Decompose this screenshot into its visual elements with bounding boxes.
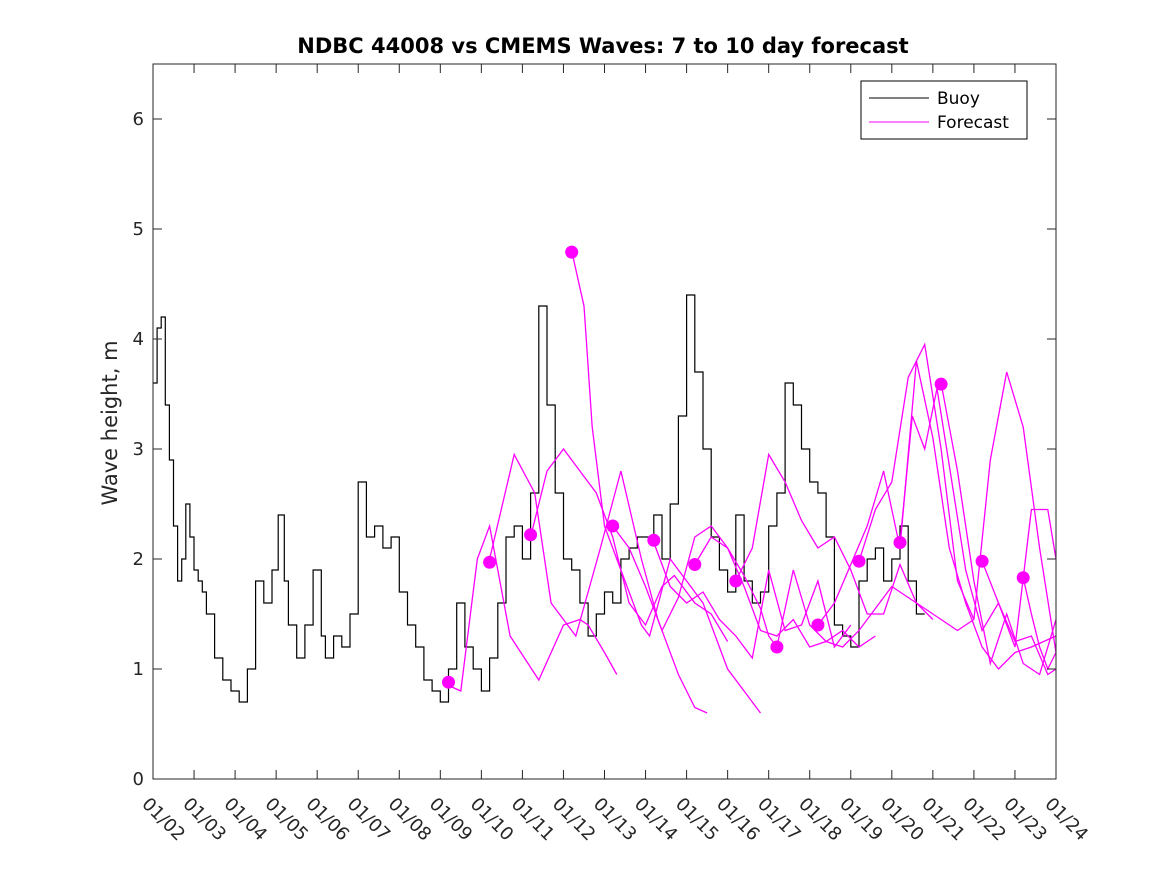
- buoy-series: [153, 294, 925, 703]
- forecast-line-12: [899, 388, 1057, 648]
- forecast-start-marker: [811, 618, 825, 632]
- y-tick-label: 6: [133, 109, 144, 130]
- chart-title: NDBC 44008 vs CMEMS Waves: 7 to 10 day f…: [297, 34, 908, 58]
- forecast-start-marker: [770, 640, 784, 654]
- forecast-start-marker: [647, 533, 661, 547]
- forecast-line-3: [529, 447, 729, 642]
- forecast-line-13: [940, 382, 1057, 676]
- x-tick-label: 01/10: [466, 794, 518, 846]
- forecast-line-5: [612, 525, 778, 648]
- y-tick-label: 2: [133, 549, 144, 570]
- forecast-line-11: [858, 342, 1057, 653]
- x-tick-label: 01/17: [753, 794, 805, 846]
- y-tick-label: 1: [133, 659, 144, 680]
- forecast-start-marker: [606, 519, 620, 533]
- x-tick-label: 01/02: [137, 794, 189, 846]
- x-tick-label: 01/16: [712, 794, 764, 846]
- x-tick-label: 01/18: [794, 794, 846, 846]
- forecast-start-marker: [688, 558, 702, 571]
- forecast-line-7: [694, 536, 876, 648]
- forecast-line-14: [981, 560, 1057, 676]
- x-tick-label: 01/22: [958, 794, 1010, 846]
- forecast-start-marker: [893, 536, 907, 549]
- x-tick-label: 01/21: [917, 794, 969, 846]
- x-tick-label: 01/03: [179, 794, 231, 846]
- forecast-start-marker: [729, 574, 743, 588]
- forecast-line-15: [1022, 577, 1057, 671]
- forecast-line-2: [488, 452, 708, 714]
- x-tick-label: 01/07: [343, 794, 395, 846]
- x-tick-label: 01/11: [507, 794, 559, 846]
- x-tick-label: 01/20: [876, 794, 928, 846]
- legend-buoy-label: Buoy: [937, 89, 980, 109]
- plot-background: [153, 64, 1056, 779]
- x-tick-label: 01/08: [384, 794, 436, 846]
- forecast-line-8: [735, 452, 934, 620]
- forecast-start-marker: [852, 554, 866, 568]
- forecast-start-marker: [1016, 571, 1030, 585]
- forecast-start-markers: [442, 245, 1030, 689]
- forecast-line-1: [448, 523, 618, 692]
- y-tick-label: 4: [133, 329, 144, 350]
- forecast-start-marker: [483, 555, 497, 569]
- legend: Buoy Forecast: [860, 80, 1028, 140]
- forecast-line-9: [776, 569, 975, 648]
- plot-area: [153, 64, 1056, 779]
- legend-forecast-label: Forecast: [937, 113, 1009, 133]
- forecast-start-marker: [524, 528, 538, 542]
- x-tick-label: 01/12: [548, 794, 600, 846]
- y-tick-label: 3: [133, 439, 144, 460]
- forecast-series: [448, 250, 1057, 714]
- x-tick-label: 01/06: [302, 794, 354, 846]
- x-tick-label: 01/05: [261, 794, 313, 846]
- forecast-start-marker: [442, 675, 455, 689]
- x-tick-label: 01/13: [589, 794, 641, 846]
- y-tick-label: 0: [133, 769, 144, 790]
- forecast-line-10: [817, 360, 1057, 670]
- legend-box: [860, 80, 1028, 140]
- x-tick-label: 01/24: [1040, 794, 1092, 846]
- x-tick-label: 01/23: [999, 794, 1051, 846]
- x-tick-label: 01/15: [671, 794, 723, 846]
- x-tick-label: 01/14: [630, 794, 682, 846]
- forecast-start-marker: [975, 554, 989, 568]
- x-tick-label: 01/04: [220, 794, 272, 846]
- buoy-line: [153, 294, 925, 703]
- y-axis-label: Wave height, m: [98, 340, 122, 505]
- forecast-line-6: [653, 542, 852, 660]
- forecast-line-4: [571, 250, 762, 714]
- x-tick-label: 01/09: [425, 794, 477, 846]
- forecast-start-marker: [565, 245, 579, 259]
- y-tick-label: 5: [133, 219, 144, 240]
- x-tick-label: 01/19: [835, 794, 887, 846]
- forecast-start-marker: [934, 377, 948, 391]
